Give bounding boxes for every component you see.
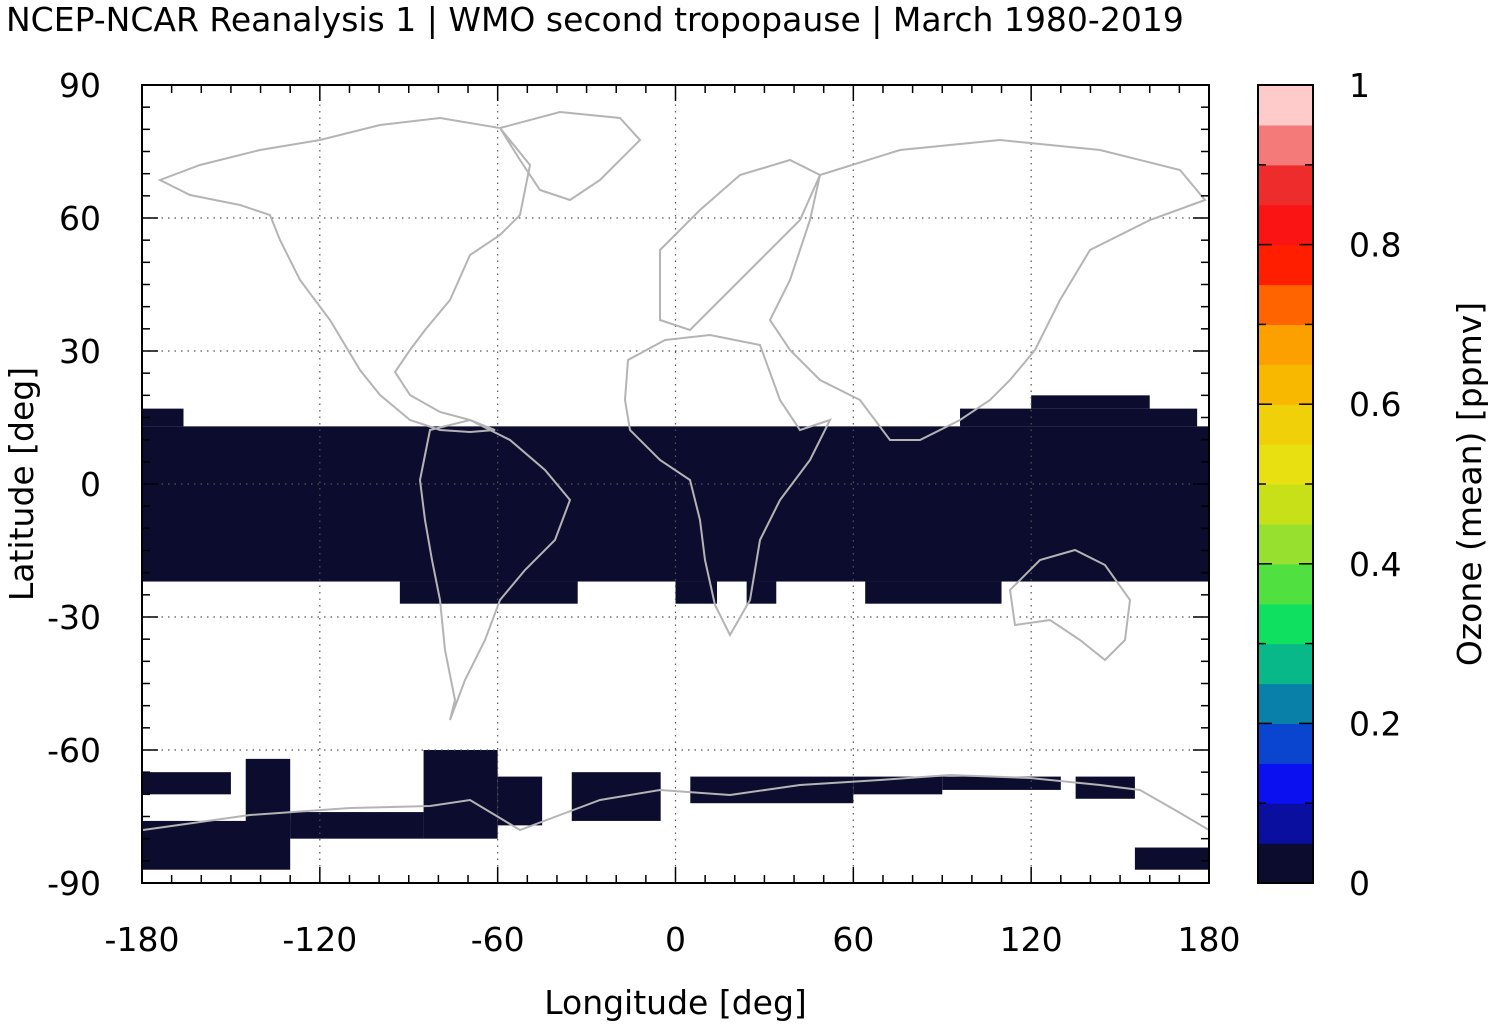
heatmap-cell [865,581,1002,604]
x-tick-label: -60 [471,920,525,959]
coastlines [142,110,1210,832]
colorbar-segment [1258,523,1313,565]
colorbar-segment [1258,324,1313,365]
x-axis-label: Longitude [deg] [544,983,807,1022]
colorbar-segment [1258,563,1313,605]
x-tick-labels: -180 -120 -60 0 60 120 180 [105,920,1241,959]
coastline-south-america [418,418,572,721]
coastline-australia [1008,548,1132,662]
colorbar-segment [1258,85,1313,126]
colorbar-segment [1258,204,1313,246]
colorbar-tick-label: 0 [1349,864,1370,903]
colorbar-segment [1258,603,1313,645]
x-tick-label: -180 [105,920,180,959]
y-tick-label: -30 [47,598,101,637]
y-tick-label: 90 [59,66,101,105]
gridlines [142,85,1209,883]
colorbar-segment [1258,124,1313,166]
x-tick-label: 120 [1000,920,1063,959]
chart-title: NCEP-NCAR Reanalysis 1 | WMO second trop… [6,0,1184,39]
colorbar-segment [1258,444,1313,485]
y-tick-label: 30 [59,332,101,371]
heatmap-cell [142,426,1209,582]
colorbar-tick-label: 0.4 [1349,545,1401,584]
colorbar-segment [1258,763,1313,804]
heatmap-cell [960,408,1198,427]
y-tick-label: 0 [80,465,101,504]
heatmap-cell [142,772,231,795]
colorbar-tick-label: 1 [1349,66,1370,105]
y-axis-label: Latitude [deg] [2,367,41,601]
heatmap-cell [423,750,498,839]
heatmap-cell [497,776,543,826]
coastline-asia [768,138,1207,441]
colorbar-segment [1258,484,1313,525]
heatmap-cell [1031,395,1150,409]
heatmap-cell [1134,847,1209,870]
coastline-north-america [157,116,532,434]
y-tick-label: 60 [59,199,101,238]
colorbar-segment [1258,643,1313,685]
colorbar-segment [1258,164,1313,206]
coastline-europe [659,158,822,332]
x-tick-label: -120 [282,920,357,959]
coastline-africa [623,333,832,638]
heatmap-cell [675,581,717,604]
axis-ticks [141,84,1210,884]
coastline-antarctica [142,773,1210,832]
colorbar [1257,84,1314,884]
colorbar-segment [1258,723,1313,764]
colorbar-tick-label: 0.6 [1349,385,1401,424]
heatmap-cell [142,820,291,870]
colorbar-segment [1258,843,1313,884]
heatmap-cell [399,581,578,604]
heatmap-cell [1075,776,1135,799]
heatmap-cell [942,776,1061,790]
heatmap-cell [746,581,777,604]
y-tick-labels: 90 60 30 0 -30 -60 -90 [47,66,101,903]
x-tick-label: 0 [665,920,686,959]
colorbar-segment [1258,364,1313,405]
heatmap-cell [290,812,424,839]
y-tick-label: -60 [47,731,101,770]
y-tick-label: -90 [47,864,101,903]
colorbar-tick-labels: 0 0.2 0.4 0.6 0.8 1 [1349,66,1401,903]
x-tick-label: 180 [1178,920,1241,959]
colorbar-tick-label: 0.8 [1349,226,1401,265]
colorbar-tick-label: 0.2 [1349,704,1401,743]
colorbar-segment [1258,284,1313,325]
coastline-greenland [498,110,642,202]
colorbar-segment [1258,683,1313,724]
colorbar-segment [1258,244,1313,286]
heatmap-cells [142,395,1209,870]
colorbar-label: Ozone (mean) [ppmv] [1450,302,1489,666]
heatmap-cell [142,408,184,427]
colorbar-segment [1258,404,1313,445]
colorbar-segment [1258,803,1313,844]
x-tick-label: 60 [832,920,874,959]
